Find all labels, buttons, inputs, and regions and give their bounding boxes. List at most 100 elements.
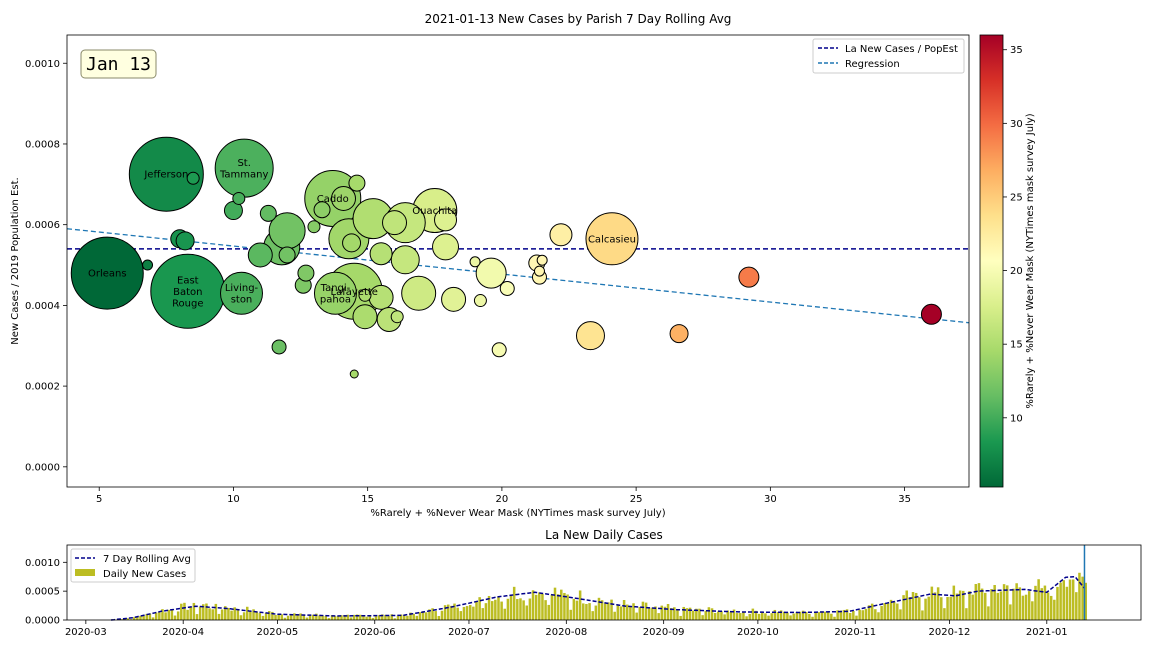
daily-bar — [1081, 576, 1084, 620]
daily-bar — [412, 613, 415, 620]
daily-bar — [698, 608, 701, 620]
daily-bar — [202, 604, 205, 620]
daily-bar — [497, 596, 500, 620]
daily-bar — [936, 587, 940, 620]
daily-bar — [534, 594, 538, 620]
daily-bar — [126, 618, 130, 620]
parish-bubble — [313, 201, 331, 219]
daily-bar — [280, 614, 284, 620]
daily-bar — [883, 602, 887, 620]
legend-label-rolling-avg: 7 Day Rolling Avg — [103, 554, 191, 565]
daily-bar — [308, 615, 312, 620]
parish-bubble — [382, 210, 408, 236]
parish-bubble — [313, 271, 357, 315]
daily-bar — [616, 604, 620, 620]
daily-bar — [855, 615, 858, 620]
daily-bar — [446, 604, 450, 620]
daily-bar — [723, 614, 726, 620]
daily-x-axis-ticks: 2020-03 2020-04 2020-05 2020-06 2020-07 2020-… — [65, 620, 1068, 638]
daily-bar — [1037, 579, 1040, 620]
parish-bubble — [575, 321, 605, 351]
daily-bar — [569, 609, 572, 620]
daily-bar — [1049, 595, 1053, 620]
daily-bar — [120, 619, 123, 620]
daily-bar — [757, 613, 761, 620]
daily-bar — [983, 592, 987, 620]
colorbar-tick-label: 30 — [1010, 119, 1023, 130]
daily-bar — [732, 609, 736, 620]
daily-x-tick-label: 2020-11 — [834, 627, 876, 638]
daily-bar — [836, 610, 839, 620]
daily-bar — [572, 598, 576, 620]
daily-bar — [946, 596, 949, 620]
parish-label: Caddo — [317, 194, 349, 205]
x-tick-label: 20 — [496, 494, 509, 505]
daily-x-tick-label: 2020-08 — [545, 627, 587, 638]
daily-bar — [346, 614, 350, 620]
daily-bar — [421, 611, 425, 620]
daily-x-tick-label: 2020-05 — [257, 627, 299, 638]
daily-bar — [355, 614, 359, 620]
daily-x-tick-label: 2020-06 — [354, 627, 396, 638]
daily-bar — [170, 609, 174, 620]
daily-bar — [786, 612, 789, 620]
daily-x-tick-label: 2021-01 — [1026, 627, 1068, 638]
daily-bar — [374, 616, 378, 620]
daily-bar — [214, 603, 218, 620]
daily-bar — [811, 616, 814, 620]
colorbar-tick-label: 20 — [1010, 266, 1023, 277]
daily-bar — [553, 587, 557, 620]
daily-bar — [192, 602, 196, 620]
daily-bar — [924, 598, 927, 620]
x-axis-label: %Rarely + %Never Wear Mask (NYTimes mask… — [370, 508, 665, 519]
daily-bar — [962, 590, 965, 620]
daily-bar — [337, 615, 340, 620]
bubble-layer — [70, 136, 942, 379]
daily-bar — [770, 613, 773, 620]
daily-y-tick-label: 0.0005 — [25, 587, 60, 598]
daily-bar — [783, 611, 786, 620]
daily-bar — [588, 603, 591, 620]
daily-bar — [283, 617, 287, 620]
daily-bar — [610, 599, 613, 620]
daily-bar — [396, 615, 400, 620]
scatter-chart: 2021-01-13 New Cases by Parish 7 Day Rol… — [10, 12, 970, 519]
parish-bubble — [342, 233, 362, 253]
daily-bar — [748, 613, 751, 620]
daily-bar — [264, 612, 268, 620]
y-tick-label: 0.0000 — [25, 462, 60, 473]
daily-bar — [277, 614, 280, 620]
daily-bar — [522, 600, 525, 620]
daily-bar — [443, 605, 447, 620]
daily-bar — [1024, 594, 1028, 620]
daily-bar — [905, 590, 908, 620]
parish-bubble — [369, 242, 393, 266]
daily-bar — [349, 617, 353, 620]
daily-bar — [764, 613, 767, 620]
daily-bar — [531, 590, 535, 620]
daily-bar — [578, 590, 582, 620]
y-tick-label: 0.0006 — [25, 220, 60, 231]
daily-bar — [1059, 582, 1062, 620]
legend-label-regression: Regression — [845, 59, 900, 70]
daily-bar — [707, 607, 711, 620]
daily-bar — [641, 601, 645, 620]
parish-bubble — [175, 231, 195, 251]
parish-bubble — [186, 171, 200, 185]
x-tick-label: 25 — [630, 494, 643, 505]
scatter-legend: La New Cases / PopEst Regression — [812, 38, 965, 74]
daily-bar — [625, 604, 629, 620]
daily-x-tick-label: 2020-03 — [65, 627, 107, 638]
daily-bar — [566, 594, 569, 620]
daily-bar — [801, 610, 805, 620]
parish-bubble — [585, 212, 639, 266]
daily-bar — [560, 589, 563, 620]
daily-bar — [591, 611, 594, 620]
parish-bubble — [499, 280, 515, 296]
daily-bar — [594, 605, 598, 620]
parish-bubble — [247, 242, 273, 268]
daily-bar — [387, 615, 390, 620]
daily-bar — [563, 592, 566, 620]
daily-bar — [575, 600, 579, 620]
daily-bar — [848, 613, 852, 620]
